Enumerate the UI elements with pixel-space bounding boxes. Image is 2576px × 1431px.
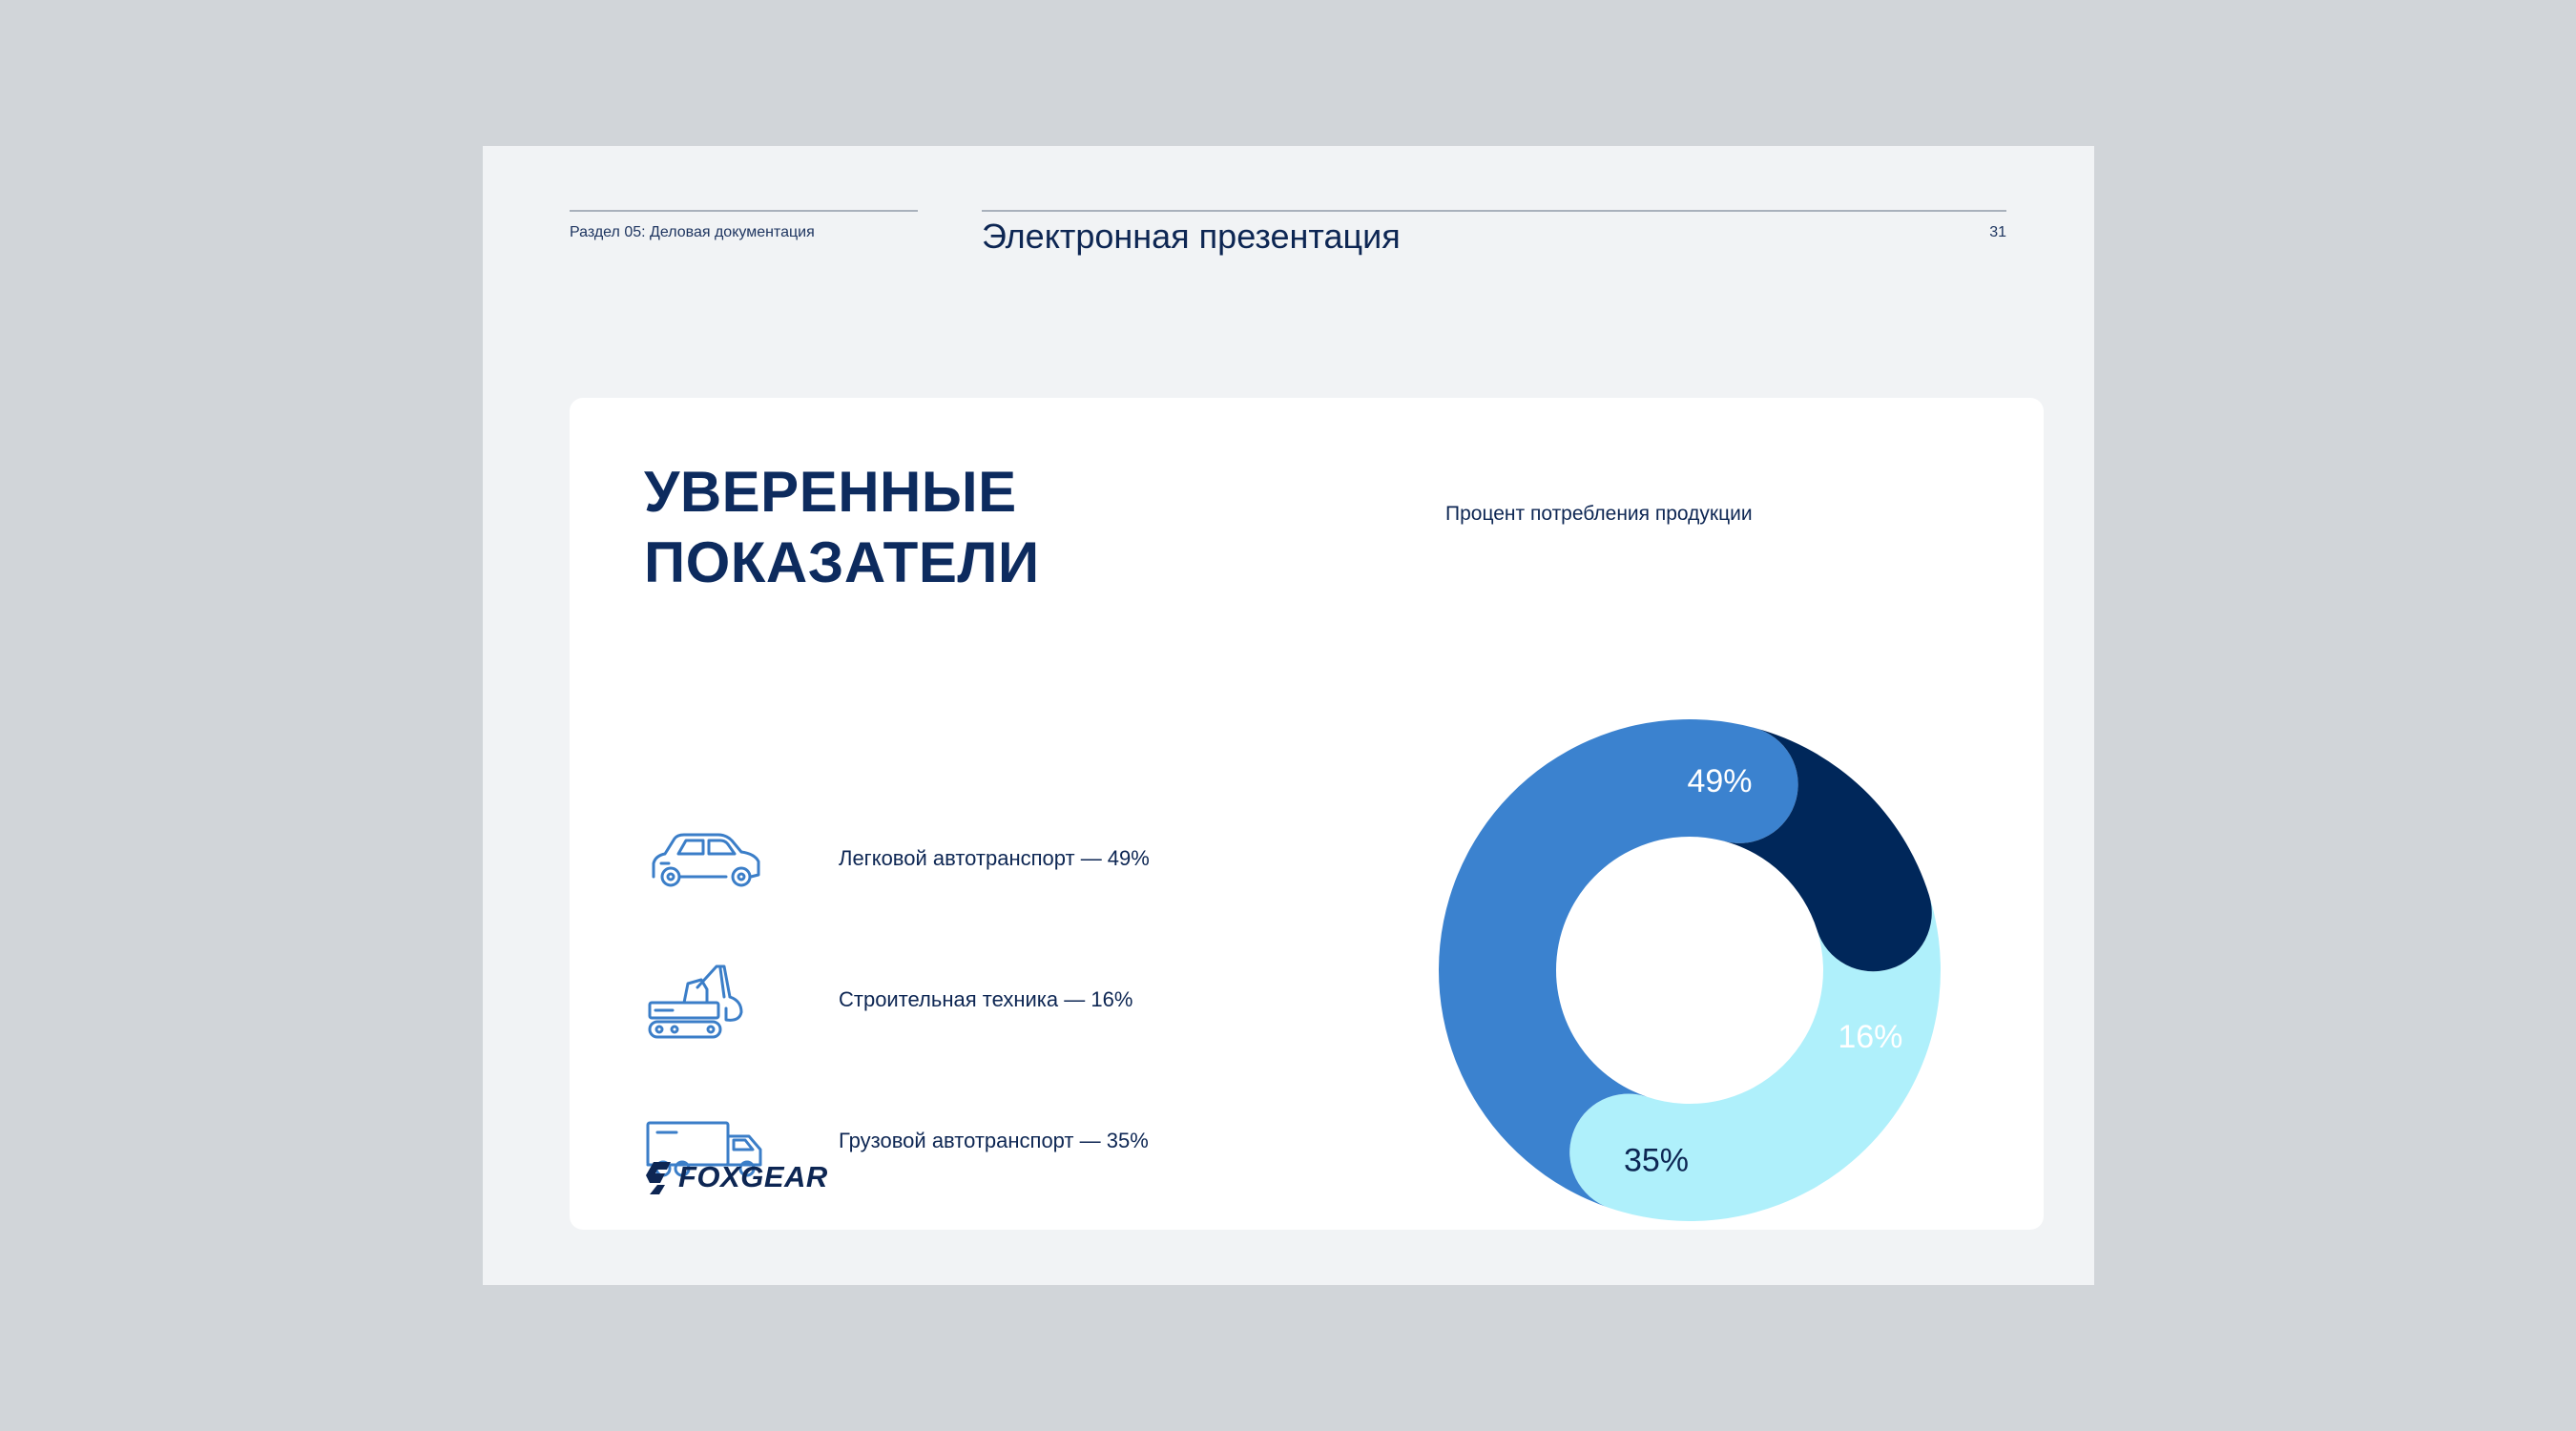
slice-trucks bbox=[1569, 895, 1942, 1221]
slide-page: Раздел 05: Деловая документация Электрон… bbox=[483, 146, 2094, 1285]
content-card: УВЕРЕННЫЕ ПОКАЗАТЕЛИ Легковой автотрансп… bbox=[570, 398, 2044, 1230]
legend-item-truck: Грузовой автотранспорт — 35% bbox=[644, 1100, 1216, 1186]
headline-line-2: ПОКАЗАТЕЛИ bbox=[644, 530, 1040, 594]
label-trucks: 35% bbox=[1624, 1142, 1689, 1178]
header-divider-right bbox=[982, 210, 2006, 212]
legend-item-car: Легковой автотранспорт — 49% bbox=[644, 818, 1216, 903]
document-title: Электронная презентация bbox=[982, 217, 1401, 256]
legend-label-car: Легковой автотранспорт — 49% bbox=[839, 846, 1150, 870]
car-icon bbox=[644, 818, 768, 903]
legend-label-truck: Грузовой автотранспорт — 35% bbox=[839, 1129, 1149, 1152]
legend-item-excavator: Строительная техника — 16% bbox=[644, 959, 1216, 1045]
logo-text: FOXGEAR bbox=[678, 1160, 828, 1193]
legend-label-excavator: Строительная техника — 16% bbox=[839, 987, 1133, 1011]
chart-title: Процент потребления продукции bbox=[1445, 503, 1753, 525]
label-construction: 16% bbox=[1838, 1019, 1902, 1055]
headline: УВЕРЕННЫЕ ПОКАЗАТЕЛИ bbox=[644, 457, 1040, 598]
slice-passenger-cars bbox=[1438, 718, 1798, 1209]
logo-icon bbox=[646, 1162, 671, 1194]
label-passenger-cars: 49% bbox=[1687, 763, 1752, 799]
headline-line-1: УВЕРЕННЫЕ bbox=[644, 460, 1017, 524]
donut-chart: 49% 16% 35% bbox=[1438, 718, 1942, 1221]
slice-construction bbox=[1724, 727, 1932, 972]
excavator-icon bbox=[644, 959, 768, 1045]
page-number: 31 bbox=[1989, 224, 2006, 240]
truck-icon bbox=[644, 1100, 768, 1186]
section-label: Раздел 05: Деловая документация bbox=[570, 224, 815, 240]
header-divider-left bbox=[570, 210, 918, 212]
brand-logo: FOXGEAR bbox=[644, 1158, 854, 1196]
